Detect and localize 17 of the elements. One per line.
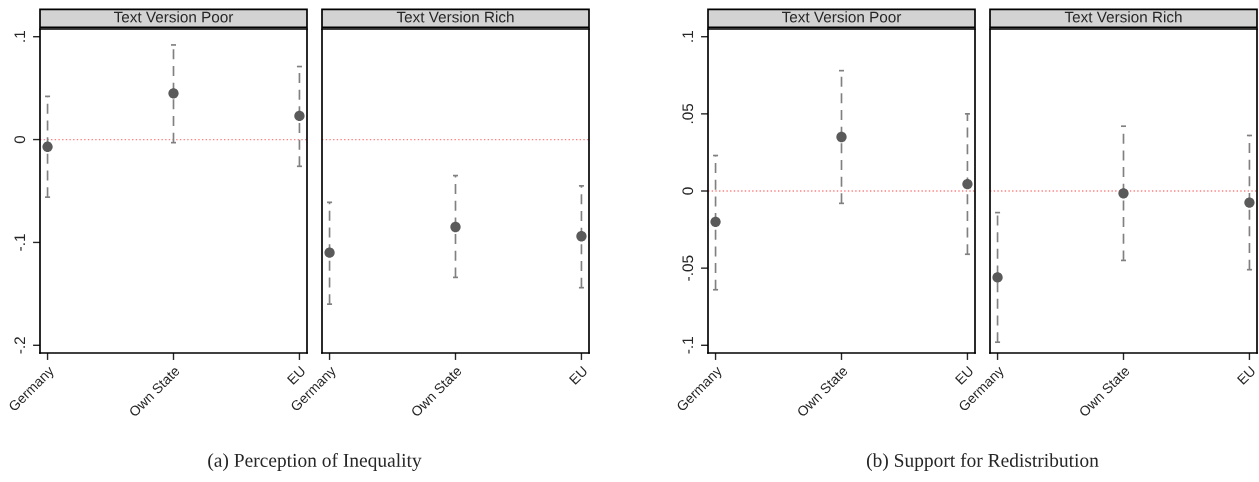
x-tick-label: EU [1236,365,1256,385]
y-tick-label: -.05 [682,255,694,281]
y-tick-label: -.1 [682,337,694,354]
y-tick-label: -.2 [14,337,26,354]
y-tick-label: -.1 [14,234,26,251]
y-tick-label: 0 [682,187,694,195]
chart-title: Text Version Poor [113,11,234,23]
chart-title: Text Version Rich [1064,11,1182,23]
chart-title: Text Version Poor [781,11,902,23]
text: (b) Support for Redistribution [866,453,1099,471]
y-tick-label: .1 [14,31,26,42]
y-tick-label: 0 [14,135,26,144]
y-tick-label: .05 [682,103,694,124]
y-tick-label: .1 [682,31,694,42]
text: (a) Perception of Inequality [208,453,422,471]
x-tick-label: EU [568,365,588,385]
chart-title: Text Version Rich [396,11,514,23]
